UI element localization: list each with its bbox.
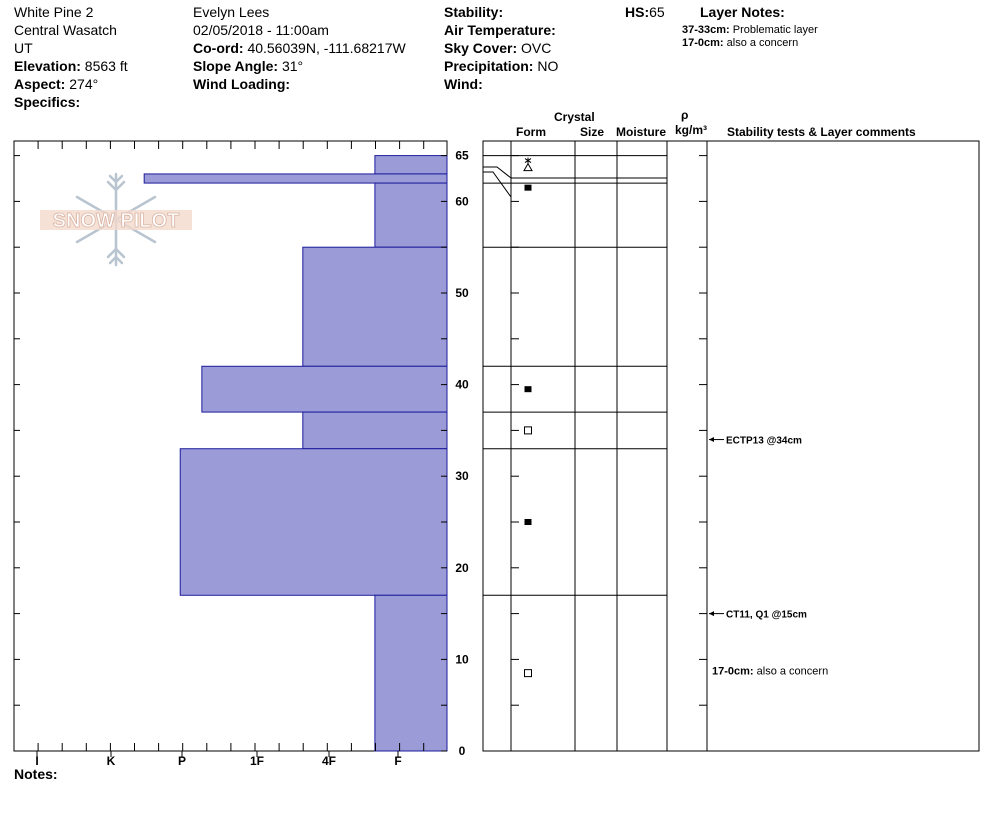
y-tick-label-10: 10 — [455, 652, 469, 666]
range-name: Central Wasatch — [14, 22, 117, 38]
x-tick-label-4F: 4F — [322, 754, 336, 768]
x-tick-label-P: P — [178, 754, 186, 768]
hardness-bar-0 — [374, 155, 448, 175]
x-tick-label-1F: 1F — [250, 754, 264, 768]
elevation: Elevation: 8563 ft — [14, 58, 128, 75]
slope-angle: Slope Angle: 31° — [193, 58, 303, 75]
sky-value: OVC — [521, 40, 552, 56]
x-tick-label-K: K — [107, 754, 116, 768]
state-name: UT — [14, 40, 33, 56]
crystal-symbol-filled-1 — [524, 184, 532, 191]
crystal-symbol-triangle-0 — [523, 162, 533, 172]
rho-header: ρ — [681, 108, 689, 122]
stability-arrow-head-1 — [709, 611, 714, 617]
layer-notes-label: Layer Notes: — [700, 4, 785, 20]
hs-value: 65 — [649, 4, 665, 20]
layer-connector-1 — [483, 166, 512, 179]
y-tick-label-60: 60 — [455, 194, 469, 208]
hardness-bar-3 — [302, 246, 448, 367]
sky-label: Sky Cover: — [444, 40, 518, 56]
hardness-bar-5 — [302, 411, 448, 450]
layer-comment-0: 17-0cm: also a concern — [712, 666, 828, 678]
crystal-symbol-open-3 — [524, 426, 532, 435]
snow-height: HS:65 — [625, 4, 665, 21]
notes-label: Notes: — [14, 766, 58, 782]
stability-arrow-head-0 — [709, 437, 714, 443]
hardness-bar-1 — [143, 173, 448, 184]
sky-cover: Sky Cover: OVC — [444, 40, 551, 57]
snowpilot-logo: SNOW PILOT — [38, 172, 198, 267]
hs-label: HS: — [625, 4, 650, 20]
stability-label: Stability: — [444, 4, 504, 20]
logo-text: SNOW PILOT — [53, 210, 180, 232]
specifics-label: Specifics: — [14, 94, 81, 110]
stability-test-label-1: CT11, Q1 @15cm — [726, 610, 807, 621]
precip-label: Precipitation: — [444, 58, 534, 74]
y-tick-label-30: 30 — [455, 469, 469, 483]
wind-label: Wind: — [444, 76, 483, 92]
layer-note-2: 17-0cm: also a concern — [682, 37, 798, 50]
elevation-value: 8563 ft — [84, 58, 128, 74]
layer-note-1: 37-33cm: Problematic layer — [682, 24, 818, 37]
layer-comment-text: also a concern — [757, 666, 829, 678]
precipitation: Precipitation: NO — [444, 58, 558, 75]
crystal-header: Crystal — [554, 110, 595, 124]
moisture-header: Moisture — [616, 125, 667, 139]
layer-note-2-range: 17-0cm: — [682, 37, 724, 49]
y-tick-label-50: 50 — [455, 286, 469, 300]
layer-grid-frame — [482, 140, 980, 752]
precip-value: NO — [537, 58, 559, 74]
layer-comment-range: 17-0cm: — [712, 666, 757, 678]
layer-note-2-text: also a concern — [726, 37, 799, 49]
slope-value: 31° — [281, 58, 304, 74]
hardness-bar-4 — [201, 365, 448, 413]
wind-loading-label: Wind Loading: — [193, 76, 291, 92]
crystal-symbol-star-0 — [524, 157, 532, 164]
crystal-symbol-filled-2 — [524, 386, 532, 393]
stability-header: Stability tests & Layer comments — [727, 125, 916, 139]
y-tick-label-20: 20 — [455, 561, 469, 575]
size-header: Size — [580, 125, 605, 139]
hardness-bar-2 — [374, 182, 448, 248]
layer-note-1-range: 37-33cm: — [682, 24, 730, 36]
layer-connector-2 — [483, 171, 512, 198]
y-tick-label-40: 40 — [455, 378, 469, 392]
hardness-bar-7 — [374, 594, 448, 752]
aspect: Aspect: 274° — [14, 76, 98, 93]
crystal-symbol-filled-4 — [524, 519, 532, 525]
crystal-symbol-open-5 — [524, 669, 532, 678]
snowflake-icon: SNOW PILOT — [40, 172, 192, 267]
x-tick-label-I: I — [35, 754, 38, 768]
hardness-bar-6 — [179, 448, 448, 596]
y-tick-label-65: 65 — [455, 149, 469, 163]
elevation-label: Elevation: — [14, 58, 81, 74]
layer-note-1-text: Problematic layer — [732, 24, 818, 36]
air-temp-label: Air Temperature: — [444, 22, 556, 38]
density-unit-header: kg/m³ — [675, 123, 708, 137]
aspect-value: 274° — [69, 76, 99, 92]
x-tick-label-F: F — [394, 754, 401, 768]
aspect-label: Aspect: — [14, 76, 66, 92]
site-name: White Pine 2 — [14, 4, 94, 20]
form-header: Form — [516, 125, 546, 139]
y-tick-label-0: 0 — [459, 744, 466, 758]
datetime: 02/05/2018 - 11:00am — [193, 22, 329, 38]
slope-label: Slope Angle: — [193, 58, 279, 74]
coordinates: Co-ord: 40.56039N, -111.68217W — [193, 40, 406, 57]
observer: Evelyn Lees — [193, 4, 270, 20]
coord-label: Co-ord: — [193, 40, 244, 56]
stability-test-label-0: ECTP13 @34cm — [726, 436, 802, 447]
coord-value: 40.56039N, -111.68217W — [247, 40, 406, 56]
